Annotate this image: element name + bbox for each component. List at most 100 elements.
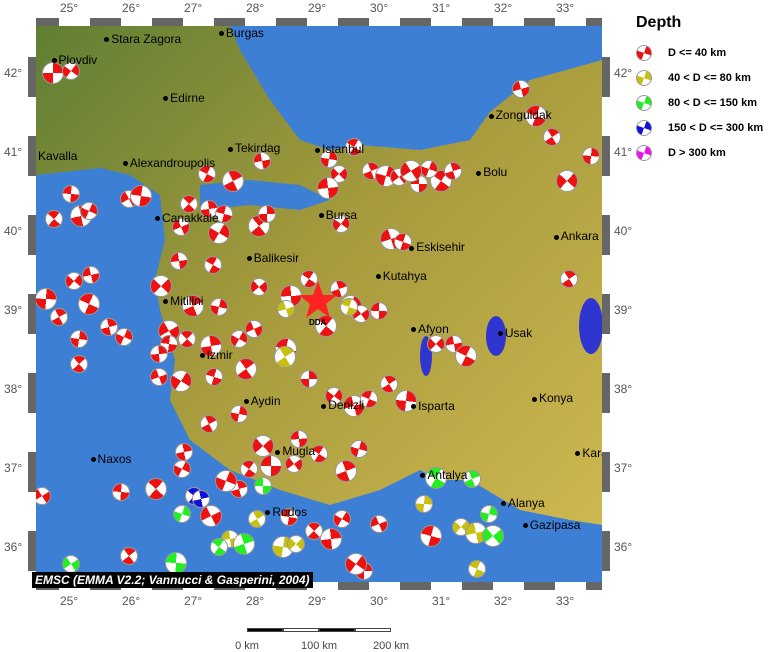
focal-mechanism-event[interactable]: [115, 327, 134, 346]
focal-mechanism-event[interactable]: [335, 460, 358, 483]
focal-mechanism-event[interactable]: [319, 528, 342, 551]
seismicity-map[interactable]: Plovdiv Stara Zagora Burgas Edirne Kavalla Al…: [36, 26, 602, 582]
focal-mechanism-event[interactable]: [112, 483, 131, 502]
focal-mechanism-event[interactable]: [200, 504, 223, 527]
focal-mechanism-event[interactable]: [350, 439, 369, 458]
focal-mechanism-event[interactable]: [149, 367, 168, 386]
focal-mechanism-event[interactable]: [247, 510, 266, 529]
focal-mechanism-event[interactable]: [77, 292, 100, 315]
focal-mechanism-event[interactable]: [479, 504, 498, 523]
beachball-icon: [636, 144, 652, 161]
focal-mechanism-event[interactable]: [229, 405, 248, 424]
focal-mechanism-event[interactable]: [203, 255, 222, 274]
focal-mechanism-event[interactable]: [277, 300, 295, 318]
focal-mechanism-event[interactable]: [542, 127, 561, 146]
focal-mechanism-event[interactable]: [100, 318, 119, 337]
focal-mechanism-event[interactable]: [273, 345, 296, 368]
focal-mechanism-event[interactable]: [149, 274, 172, 297]
focal-mechanism-event[interactable]: [144, 477, 167, 500]
focal-mechanism-event[interactable]: [254, 476, 273, 495]
black-sea: [230, 26, 602, 150]
focal-mechanism-event[interactable]: [205, 367, 224, 386]
lon-tick-label: 31°: [432, 1, 451, 15]
focal-mechanism-event[interactable]: [221, 169, 244, 192]
city-label: Rodos: [265, 505, 307, 519]
focal-mechanism-event[interactable]: [314, 315, 337, 337]
focal-mechanism-event[interactable]: [215, 469, 237, 492]
focal-mechanism-event[interactable]: [427, 334, 446, 353]
focal-mechanism-event[interactable]: [249, 277, 268, 296]
focal-mechanism-event[interactable]: [130, 184, 153, 207]
legend-label: 80 < D <= 150 km: [668, 96, 757, 109]
city-label: Aydin: [244, 394, 281, 408]
main-event-star-icon[interactable]: [298, 280, 338, 320]
focal-mechanism-event[interactable]: [169, 251, 188, 270]
focal-mechanism-event[interactable]: [239, 460, 258, 479]
focal-mechanism-event[interactable]: [252, 435, 275, 458]
focal-mechanism-event[interactable]: [467, 559, 486, 578]
focal-mechanism-event[interactable]: [415, 495, 434, 514]
lon-tick-label: 25°: [60, 594, 79, 608]
focal-mechanism-event[interactable]: [36, 487, 51, 506]
focal-mechanism-event[interactable]: [443, 161, 462, 180]
focal-mechanism-event[interactable]: [200, 415, 219, 434]
focal-mechanism-event[interactable]: [329, 280, 348, 299]
focal-mechanism-event[interactable]: [420, 160, 439, 179]
focal-mechanism-event[interactable]: [340, 297, 359, 316]
focal-mechanism-event[interactable]: [79, 202, 98, 221]
focal-mechanism-event[interactable]: [345, 552, 368, 575]
legend: Depth D <= 40 km 40 < D <= 80 km 80 < D <=…: [636, 14, 763, 165]
focal-mechanism-event[interactable]: [64, 272, 83, 291]
focal-mechanism-event[interactable]: [257, 205, 276, 224]
focal-mechanism-event[interactable]: [164, 552, 187, 574]
focal-mechanism-event[interactable]: [556, 169, 578, 192]
beachball-icon: [636, 94, 652, 111]
focal-mechanism-event[interactable]: [232, 533, 255, 556]
focal-mechanism-event[interactable]: [260, 454, 283, 477]
focal-mechanism-event[interactable]: [420, 525, 443, 548]
focal-mechanism-event[interactable]: [379, 375, 398, 394]
focal-mechanism-event[interactable]: [172, 460, 191, 479]
focal-mechanism-event[interactable]: [172, 504, 191, 523]
focal-mechanism-event[interactable]: [370, 302, 388, 321]
focal-mechanism-event[interactable]: [36, 288, 58, 311]
city-label: Bolu: [476, 165, 507, 179]
city-label: Denizli: [321, 398, 364, 412]
lon-tick-label: 27°: [184, 1, 203, 15]
focal-mechanism-event[interactable]: [210, 297, 229, 316]
focal-mechanism-event[interactable]: [559, 269, 578, 288]
focal-mechanism-event[interactable]: [149, 345, 168, 364]
focal-mechanism-event[interactable]: [81, 266, 100, 285]
focal-mechanism-event[interactable]: [69, 355, 88, 374]
focal-mechanism-event[interactable]: [299, 269, 318, 288]
focal-mechanism-event[interactable]: [169, 370, 192, 393]
lat-tick-label: 41°: [4, 145, 23, 159]
focal-mechanism-event[interactable]: [511, 80, 530, 99]
lon-tick-label: 30°: [370, 1, 389, 15]
focal-mechanism-event[interactable]: [50, 307, 69, 326]
focal-mechanism-event[interactable]: [229, 330, 248, 349]
focal-mechanism-event[interactable]: [120, 547, 139, 566]
focal-mechanism-event[interactable]: [482, 525, 505, 548]
city-label: Antalya: [420, 468, 467, 482]
lat-tick-label: 37°: [4, 461, 23, 475]
focal-mechanism-event[interactable]: [399, 160, 422, 183]
focal-mechanism-event[interactable]: [45, 209, 64, 228]
focal-mechanism-event[interactable]: [177, 330, 196, 349]
city-label: Kavalla: [36, 149, 77, 163]
focal-mechanism-event[interactable]: [69, 330, 88, 349]
focal-mechanism-event[interactable]: [244, 319, 263, 338]
focal-mechanism-event[interactable]: [192, 490, 211, 509]
focal-mechanism-event[interactable]: [332, 510, 351, 529]
focal-mechanism-event[interactable]: [61, 555, 80, 574]
focal-mechanism-event[interactable]: [454, 345, 477, 368]
focal-mechanism-event[interactable]: [317, 176, 340, 199]
focal-mechanism-event[interactable]: [299, 370, 318, 389]
focal-mechanism-event[interactable]: [234, 357, 257, 380]
focal-mechanism-event[interactable]: [582, 146, 601, 165]
focal-mechanism-event[interactable]: [286, 534, 305, 553]
focal-mechanism-event[interactable]: [174, 442, 193, 461]
focal-mechanism-event[interactable]: [61, 184, 80, 203]
focal-mechanism-event[interactable]: [370, 514, 388, 533]
focal-mechanism-event[interactable]: [210, 537, 229, 556]
